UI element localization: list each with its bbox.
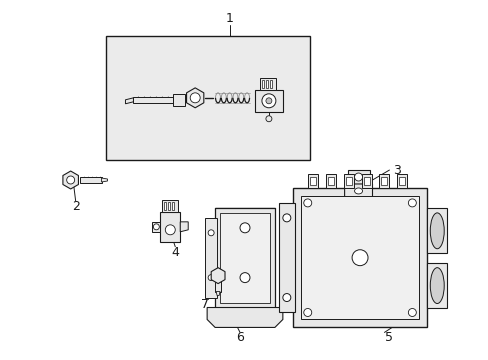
Bar bbox=[381, 177, 386, 185]
Bar bbox=[269, 80, 271, 88]
Ellipse shape bbox=[282, 214, 290, 222]
Bar bbox=[397, 174, 407, 188]
Bar bbox=[133, 97, 173, 103]
Ellipse shape bbox=[153, 224, 159, 230]
Ellipse shape bbox=[66, 176, 75, 184]
Bar bbox=[278, 203, 294, 312]
Ellipse shape bbox=[354, 173, 362, 181]
Bar bbox=[347, 170, 369, 184]
Ellipse shape bbox=[429, 268, 443, 303]
Text: 7: 7 bbox=[201, 298, 209, 311]
Bar bbox=[80, 177, 102, 183]
Polygon shape bbox=[216, 292, 220, 296]
Ellipse shape bbox=[303, 309, 311, 316]
Bar bbox=[220, 213, 269, 302]
Bar bbox=[262, 80, 264, 88]
Ellipse shape bbox=[165, 225, 175, 235]
Bar bbox=[300, 196, 419, 319]
Polygon shape bbox=[125, 98, 133, 104]
Bar bbox=[361, 174, 371, 188]
Bar bbox=[205, 218, 217, 298]
Ellipse shape bbox=[240, 223, 249, 233]
Text: 2: 2 bbox=[72, 201, 80, 213]
Ellipse shape bbox=[265, 98, 271, 104]
Polygon shape bbox=[102, 178, 107, 182]
Text: 5: 5 bbox=[385, 331, 393, 344]
Polygon shape bbox=[211, 268, 224, 284]
Bar bbox=[307, 174, 317, 188]
Bar bbox=[105, 36, 309, 160]
Ellipse shape bbox=[407, 199, 415, 207]
Ellipse shape bbox=[429, 213, 443, 249]
Ellipse shape bbox=[265, 116, 271, 122]
Bar bbox=[327, 177, 333, 185]
Polygon shape bbox=[63, 171, 78, 189]
Bar bbox=[343, 174, 353, 188]
Polygon shape bbox=[186, 88, 203, 108]
Polygon shape bbox=[152, 222, 160, 232]
Bar bbox=[168, 202, 170, 210]
Bar bbox=[260, 78, 275, 90]
Polygon shape bbox=[180, 222, 188, 232]
Bar bbox=[345, 177, 351, 185]
Bar bbox=[173, 94, 185, 106]
Text: 4: 4 bbox=[171, 246, 179, 259]
Bar bbox=[254, 90, 282, 112]
Bar bbox=[265, 80, 267, 88]
Bar bbox=[427, 208, 447, 253]
Ellipse shape bbox=[303, 199, 311, 207]
Text: 3: 3 bbox=[393, 163, 401, 176]
Ellipse shape bbox=[240, 273, 249, 283]
Ellipse shape bbox=[282, 293, 290, 302]
Bar bbox=[427, 263, 447, 307]
Ellipse shape bbox=[262, 94, 275, 108]
Ellipse shape bbox=[208, 230, 214, 236]
Bar bbox=[363, 177, 369, 185]
Ellipse shape bbox=[190, 93, 200, 103]
Bar bbox=[325, 174, 335, 188]
Polygon shape bbox=[207, 307, 282, 328]
Bar bbox=[309, 177, 315, 185]
Bar bbox=[379, 174, 388, 188]
Bar bbox=[162, 200, 178, 212]
Bar bbox=[160, 212, 180, 242]
Bar bbox=[215, 208, 274, 307]
Polygon shape bbox=[344, 184, 372, 198]
Bar bbox=[164, 202, 166, 210]
Bar bbox=[399, 177, 405, 185]
Bar bbox=[172, 202, 174, 210]
Text: 6: 6 bbox=[236, 331, 244, 344]
Bar bbox=[215, 276, 221, 292]
Ellipse shape bbox=[351, 250, 367, 266]
Text: 1: 1 bbox=[225, 12, 234, 25]
Ellipse shape bbox=[354, 188, 362, 194]
Bar bbox=[292, 188, 427, 328]
Ellipse shape bbox=[208, 275, 214, 280]
Ellipse shape bbox=[407, 309, 415, 316]
